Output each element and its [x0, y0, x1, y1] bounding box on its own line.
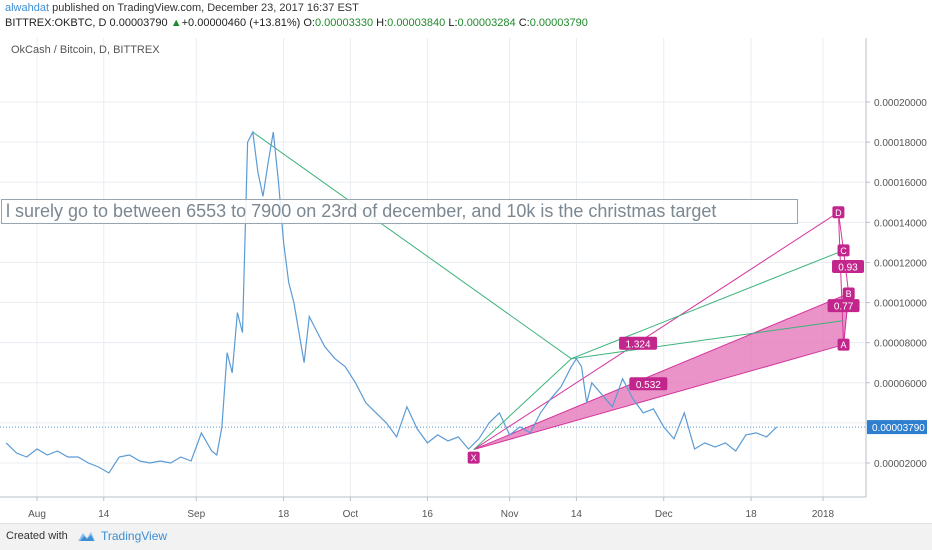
point-label-c: C — [840, 246, 847, 256]
point-badge-x — [467, 451, 480, 464]
price-series — [5, 130, 778, 474]
harmonic-pattern — [252, 131, 850, 451]
high-value: 0.00003840 — [387, 17, 446, 29]
chart-axes: 0.000020000.000040000.000060000.00008000… — [0, 38, 927, 520]
ratio-label: 1.324 — [626, 339, 651, 350]
price-line — [5, 130, 778, 474]
y-tick-label: 0.00008000 — [874, 339, 927, 350]
point-label-d: D — [835, 208, 842, 218]
ratio-label: 0.93 — [838, 262, 858, 273]
ratio-label: 0.532 — [636, 380, 661, 391]
x-tick-label: 2018 — [812, 509, 835, 520]
green-base-line — [473, 358, 572, 450]
x-tick-label: Dec — [655, 509, 673, 520]
symbol-label: BITTREX:OKBTC, D — [5, 17, 107, 29]
published-line: alwahdat published on TradingView.com, D… — [5, 2, 359, 14]
last-price: 0.00003790 — [109, 17, 168, 29]
y-tick-label: 0.00012000 — [874, 258, 927, 269]
x-tick-label: Sep — [187, 509, 205, 520]
x-tick-label: 18 — [278, 509, 290, 520]
xab-triangle — [473, 292, 850, 451]
close-value: 0.00003790 — [529, 17, 588, 29]
close-label: C: — [518, 17, 530, 29]
x-tick-label: Oct — [343, 509, 359, 520]
green-trend-line — [252, 131, 844, 360]
y-tick-label: 0.00018000 — [874, 138, 927, 149]
author-link[interactable]: alwahdat — [5, 2, 50, 14]
chart-title: OkCash / Bitcoin, D, BITTREX — [11, 44, 160, 56]
text-annotation[interactable]: l surely go to between 6553 to 7900 on 2… — [1, 199, 798, 224]
point-badge-d — [832, 206, 845, 219]
y-tick-label: 0.00016000 — [874, 178, 927, 189]
y-tick-label: 0.00010000 — [874, 299, 927, 310]
last-price-badge — [867, 420, 927, 435]
y-tick-label: 0.00002000 — [874, 459, 927, 470]
chart-grid — [0, 38, 866, 497]
tradingview-cloud-icon[interactable] — [76, 529, 96, 543]
y-tick-label: 0.00006000 — [874, 379, 927, 390]
low-label: L: — [448, 17, 458, 29]
ohlc-line: BITTREX:OKBTC, D 0.00003790 ▲+0.00000460… — [5, 17, 588, 29]
x-tick-label: 14 — [571, 509, 583, 520]
change-up-icon: ▲ — [170, 17, 182, 29]
created-with-label: Created with — [6, 530, 68, 542]
ratio-label: 0.77 — [834, 302, 854, 313]
point-label-a: A — [841, 340, 847, 350]
x-tick-label: 16 — [422, 509, 434, 520]
low-value: 0.00003284 — [457, 17, 516, 29]
point-badge-b — [842, 287, 855, 300]
ratio-badge — [629, 377, 668, 391]
x-tick-label: 14 — [98, 509, 110, 520]
x-tick-label: Nov — [501, 509, 519, 520]
ratio-badge — [827, 299, 860, 313]
last-price-label: 0.00003790 — [872, 423, 925, 434]
open-label: O: — [303, 17, 315, 29]
point-badge-c — [837, 244, 850, 257]
y-tick-label: 0.00014000 — [874, 218, 927, 229]
y-tick-label: 0.00020000 — [874, 98, 927, 109]
point-badge-a — [837, 338, 850, 351]
point-label-b: B — [846, 289, 852, 299]
xd-line — [473, 211, 839, 450]
published-text: published on TradingView.com, December 2… — [49, 2, 359, 14]
high-label: H: — [376, 17, 388, 29]
ratio-badge — [832, 259, 864, 273]
price-chart[interactable]: 0.000020000.000040000.000060000.00008000… — [0, 33, 932, 523]
green-side-line — [571, 320, 844, 360]
x-tick-label: 18 — [746, 509, 758, 520]
footer-bar: Created with TradingView — [0, 523, 932, 550]
tradingview-brand-link[interactable]: TradingView — [101, 529, 168, 543]
open-value: 0.00003330 — [314, 17, 374, 29]
change-value: +0.00000460 (+13.81%) — [181, 17, 301, 29]
point-label-x: X — [471, 453, 477, 463]
ratio-badge — [619, 336, 658, 350]
pattern-labels: X A B C D 0.532 1.324 0.93 0.77 — [467, 206, 864, 464]
x-tick-label: Aug — [28, 509, 46, 520]
